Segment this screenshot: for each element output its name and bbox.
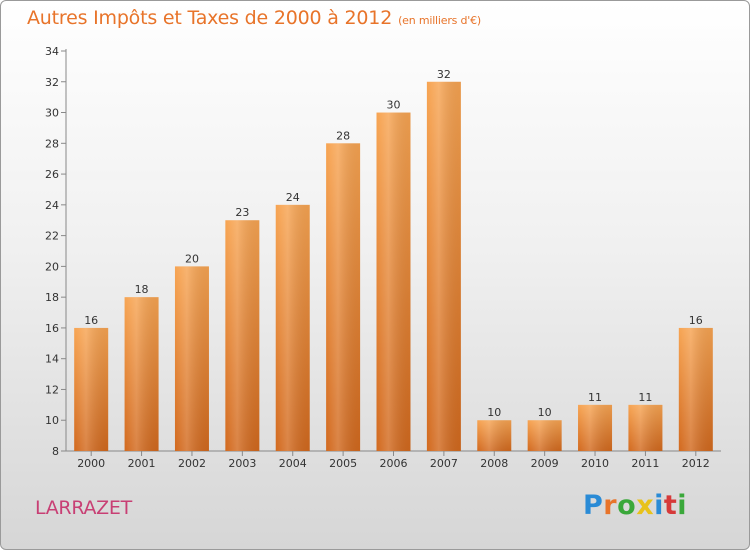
bar-shine [326,143,361,452]
x-tick-label: 2000 [77,457,105,470]
x-tick-label: 2001 [128,457,156,470]
logo-letter: i [654,490,664,521]
data-label: 28 [336,129,350,142]
data-label: 10 [538,406,552,419]
value-labels: 16 18 20 23 24 28 30 32 10 10 11 11 16 [84,68,703,419]
chart-title: Autres Impôts et Taxes de 2000 à 2012 (en… [27,7,481,29]
logo-letter: i [677,490,688,521]
y-tick-label: 12 [45,383,59,396]
logo-letter: r [603,490,618,521]
y-tick-label: 34 [45,45,59,58]
data-label: 16 [689,314,703,327]
y-tick-label: 22 [45,230,59,243]
data-label: 18 [135,283,149,296]
bar-shine [578,404,613,451]
x-tick-label: 2004 [279,457,307,470]
x-tick-label: 2011 [631,457,659,470]
y-tick-label: 24 [45,199,59,212]
y-tick-label: 8 [52,445,59,458]
y-tick-label: 30 [45,107,59,120]
data-label: 23 [235,206,249,219]
x-tick-label: 2009 [531,457,559,470]
y-tick-label: 20 [45,260,59,273]
bar-shine [124,297,159,451]
data-label: 11 [588,391,602,404]
logo-letter: x [636,490,655,521]
bar-shine [527,420,562,451]
y-tick-label: 26 [45,168,59,181]
bar-shine [225,220,260,451]
data-label: 20 [185,252,199,265]
x-tick-label: 2010 [581,457,609,470]
y-tick-label: 10 [45,414,59,427]
unit-label: (en milliers d'€) [398,14,481,27]
y-tick-label: 14 [45,353,59,366]
bar-shine [678,327,713,451]
data-label: 16 [84,314,98,327]
y-tick-label: 32 [45,76,59,89]
x-tick-label: 2007 [430,457,458,470]
data-label: 32 [437,68,451,81]
bar-shine [275,204,310,451]
bar-shine [174,266,209,451]
x-tick-label: 2006 [380,457,408,470]
y-tick-label: 16 [45,322,59,335]
proxiti-logo: Proxiti [583,490,687,521]
data-label: 30 [387,99,401,112]
bar-shine [628,404,663,451]
x-tick-label: 2008 [480,457,508,470]
logo-letter: P [583,490,604,521]
logo-letter: o [617,490,637,521]
bars [74,81,713,452]
title-text: Autres Impôts et Taxes de 2000 à 2012 [27,7,393,29]
x-tick-label: 2003 [228,457,256,470]
x-tick-label: 2012 [682,457,710,470]
commune-name: LARRAZET [35,497,132,519]
bar-shine [426,81,461,452]
bar-shine [376,112,411,452]
x-tick-label: 2002 [178,457,206,470]
data-label: 10 [487,406,501,419]
x-tick-label: 2005 [329,457,357,470]
bar-shine [477,420,512,451]
y-tick-label: 28 [45,137,59,150]
bar-shine [74,327,109,451]
y-tick-label: 18 [45,291,59,304]
data-label: 24 [286,191,300,204]
logo-letter: t [663,490,678,521]
data-label: 11 [638,391,652,404]
